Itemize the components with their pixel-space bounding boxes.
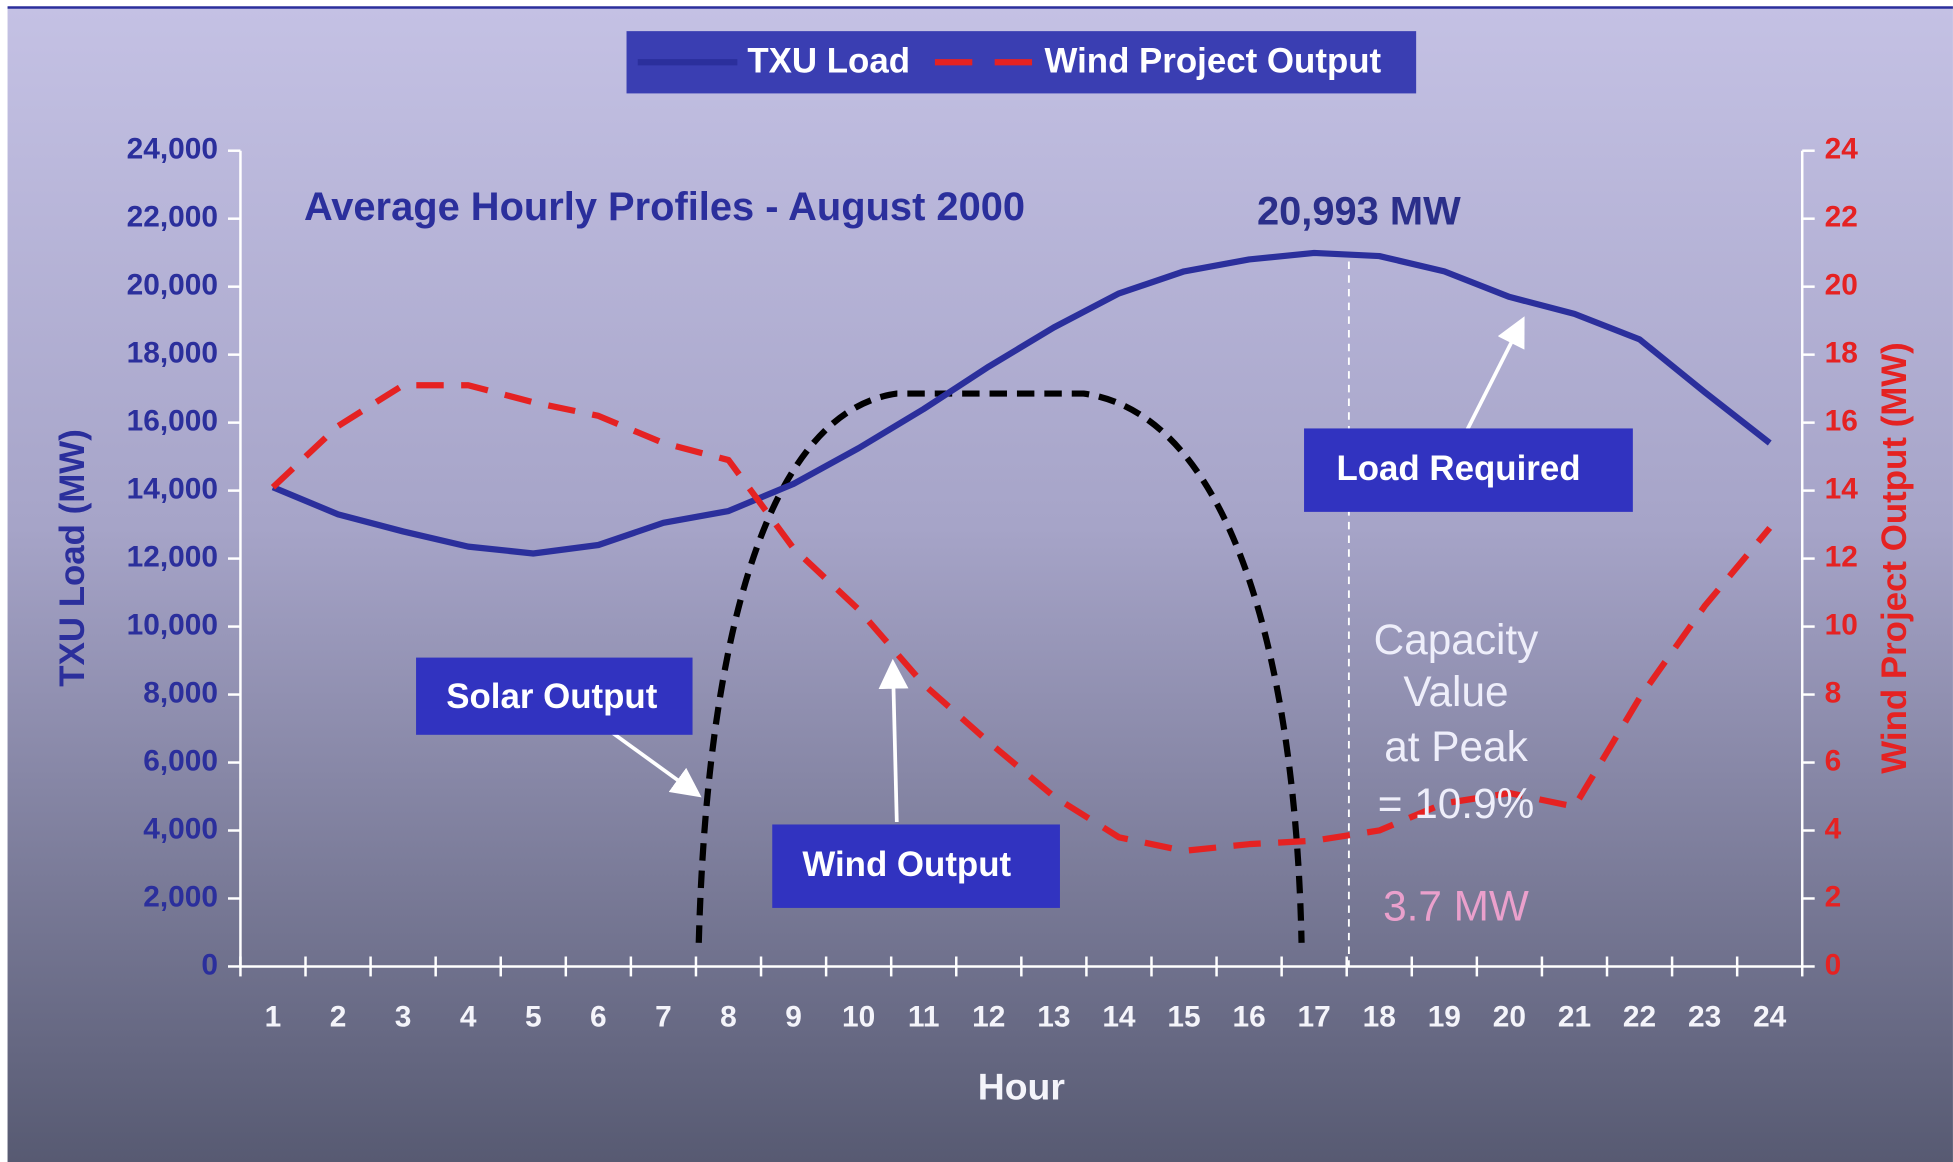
annotation: Value: [1403, 668, 1508, 715]
x-tick-label: 10: [842, 1001, 875, 1034]
x-tick-label: 1: [265, 1001, 282, 1034]
annotation: 3.7 MW: [1383, 882, 1529, 929]
y2-tick-label: 8: [1825, 676, 1842, 709]
legend-label: TXU Load: [747, 42, 910, 81]
y-axis-title: TXU Load (MW): [53, 429, 92, 687]
x-tick-label: 20: [1493, 1001, 1526, 1034]
y2-tick-label: 22: [1825, 201, 1858, 234]
y-tick-label: 20,000: [127, 269, 218, 302]
x-tick-label: 5: [525, 1001, 542, 1034]
x-tick-label: 8: [720, 1001, 737, 1034]
y-tick-label: 22,000: [127, 201, 218, 234]
y-tick-label: 10,000: [127, 608, 218, 641]
x-tick-label: 16: [1232, 1001, 1265, 1034]
series-line: [271, 249, 1772, 557]
arrow: [605, 727, 702, 798]
y-tick-label: 6,000: [143, 744, 218, 777]
x-tick-label: 6: [590, 1001, 607, 1034]
y2-tick-label: 20: [1825, 269, 1858, 302]
solar-curve: [695, 390, 1305, 943]
annotation-box: [772, 824, 1060, 908]
y-tick-label: 4,000: [143, 812, 218, 845]
annotation-box: [416, 657, 693, 735]
x-tick-label: 11: [908, 1001, 940, 1034]
x-tick-label: 15: [1167, 1001, 1200, 1034]
x-tick-label: 22: [1623, 1001, 1656, 1034]
x-tick-label: 7: [655, 1001, 672, 1034]
y2-axis-title: Wind Project Output (MW): [1875, 342, 1914, 773]
annotation: Load Required: [1336, 449, 1580, 488]
y2-tick-label: 18: [1825, 337, 1858, 370]
x-tick-label: 23: [1688, 1001, 1721, 1034]
y-tick-label: 12,000: [127, 540, 218, 573]
y-tick-label: 14,000: [127, 472, 218, 505]
y-tick-label: 2,000: [143, 880, 218, 913]
x-tick-label: 24: [1753, 1001, 1787, 1034]
y2-tick-label: 12: [1825, 540, 1858, 573]
y2-tick-label: 6: [1825, 744, 1842, 777]
x-tick-label: 9: [785, 1001, 802, 1034]
x-tick-label: 13: [1037, 1001, 1070, 1034]
y2-tick-label: 0: [1825, 948, 1842, 981]
x-tick-label: 18: [1363, 1001, 1396, 1034]
y-tick-label: 24,000: [127, 133, 218, 166]
y-tick-label: 0: [201, 948, 218, 981]
y-tick-label: 8,000: [143, 676, 218, 709]
x-tick-label: 19: [1428, 1001, 1461, 1034]
y2-tick-label: 16: [1825, 405, 1858, 438]
x-tick-label: 12: [972, 1001, 1005, 1034]
x-tick-label: 2: [330, 1001, 347, 1034]
background: [7, 7, 1953, 1162]
annotation: = 10.9%: [1378, 780, 1535, 827]
x-axis-title: Hour: [978, 1066, 1065, 1108]
y2-tick-label: 10: [1825, 608, 1858, 641]
series-line: [270, 382, 1773, 855]
y2-tick-label: 2: [1825, 880, 1842, 913]
arrow: [1459, 316, 1525, 443]
annotation: Capacity: [1374, 616, 1540, 663]
annotation: Solar Output: [446, 677, 657, 716]
annotation: Wind Output: [802, 845, 1011, 884]
annotation: at Peak: [1384, 723, 1528, 770]
x-tick-label: 4: [460, 1001, 477, 1034]
y-tick-label: 18,000: [127, 337, 218, 370]
x-tick-label: 3: [395, 1001, 412, 1034]
y2-tick-label: 14: [1825, 472, 1859, 505]
y2-tick-label: 24: [1825, 133, 1859, 166]
x-tick-label: 17: [1298, 1001, 1331, 1034]
chart-title: Average Hourly Profiles - August 2000: [304, 185, 1025, 229]
arrow: [878, 658, 909, 823]
x-tick-label: 14: [1102, 1001, 1136, 1034]
annotation-box: [1304, 428, 1633, 512]
y-tick-label: 16,000: [127, 405, 218, 438]
x-tick-label: 21: [1558, 1001, 1591, 1034]
y2-tick-label: 4: [1825, 812, 1842, 845]
annotation: 20,993 MW: [1257, 190, 1461, 234]
legend-label: Wind Project Output: [1045, 42, 1382, 81]
